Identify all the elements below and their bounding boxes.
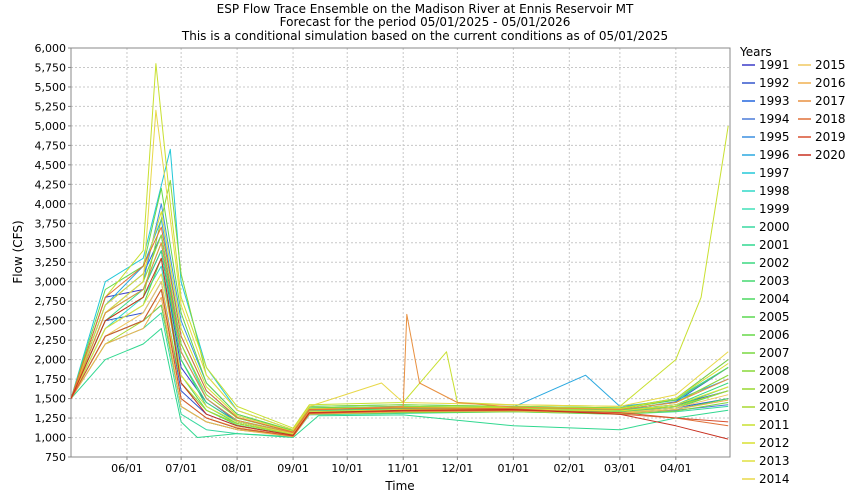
chart-subtitle: Forecast for the period 05/01/2025 - 05/… <box>280 15 571 29</box>
x-tick-label: 09/01 <box>277 462 309 475</box>
legend-label-2016: 2016 <box>815 76 846 90</box>
y-tick-label: 1,500 <box>35 393 67 406</box>
legend-label-2009: 2009 <box>759 382 790 396</box>
y-axis-label: Flow (CFS) <box>11 220 25 283</box>
legend-label-1994: 1994 <box>759 112 790 126</box>
legend-label-2014: 2014 <box>759 472 790 486</box>
y-tick-label: 2,500 <box>35 315 67 328</box>
series-line-2012 <box>70 211 729 432</box>
legend-label-2002: 2002 <box>759 256 790 270</box>
series-lines <box>70 63 729 440</box>
y-tick-label: 5,000 <box>35 120 67 133</box>
legend-label-2017: 2017 <box>815 94 846 108</box>
y-tick-label: 750 <box>45 451 66 464</box>
x-tick-label: 01/01 <box>497 462 529 475</box>
legend-label-2004: 2004 <box>759 292 790 306</box>
x-tick-label: 06/01 <box>111 462 143 475</box>
x-axis-label: Time <box>384 479 414 493</box>
legend-label-2001: 2001 <box>759 238 790 252</box>
series-line-2013 <box>70 273 729 435</box>
y-tick-label: 3,750 <box>35 217 67 230</box>
legend-label-2020: 2020 <box>815 148 846 162</box>
series-line-2001 <box>70 328 729 438</box>
legend-label-2000: 2000 <box>759 220 790 234</box>
series-line-2019 <box>70 289 729 437</box>
y-tick-label: 6,000 <box>35 42 67 55</box>
x-tick-label: 12/01 <box>442 462 474 475</box>
y-axis-ticks: 750 1,000 1,250 1,500 1,750 2,000 2,250 2,500 2,… <box>35 42 71 464</box>
y-tick-label: 3,000 <box>35 276 67 289</box>
y-tick-label: 4,000 <box>35 198 67 211</box>
y-tick-label: 3,250 <box>35 256 67 269</box>
y-tick-label: 3,500 <box>35 237 67 250</box>
y-tick-label: 2,750 <box>35 295 67 308</box>
x-tick-label: 07/01 <box>165 462 197 475</box>
series-line-2011 <box>70 63 729 429</box>
legend-label-2015: 2015 <box>815 58 846 72</box>
legend-label-1992: 1992 <box>759 76 790 90</box>
y-tick-label: 1,750 <box>35 373 67 386</box>
legend-label-1997: 1997 <box>759 166 790 180</box>
y-tick-label: 5,750 <box>35 61 67 74</box>
y-tick-label: 1,000 <box>35 432 67 445</box>
legend-label-2008: 2008 <box>759 364 790 378</box>
series-line-2020 <box>70 257 729 440</box>
legend-label-2010: 2010 <box>759 400 790 414</box>
x-tick-label: 08/01 <box>221 462 253 475</box>
y-tick-label: 2,250 <box>35 334 67 347</box>
x-tick-label: 11/01 <box>387 462 419 475</box>
chart-subtitle-2: This is a conditional simulation based o… <box>181 29 668 43</box>
x-tick-label: 03/01 <box>604 462 636 475</box>
y-tick-label: 5,250 <box>35 100 67 113</box>
legend-title: Years <box>739 45 772 59</box>
y-tick-label: 4,750 <box>35 139 67 152</box>
y-tick-label: 2,000 <box>35 354 67 367</box>
legend-label-2012: 2012 <box>759 436 790 450</box>
legend-label-1998: 1998 <box>759 184 790 198</box>
legend-label-1991: 1991 <box>759 58 790 72</box>
x-tick-label: 02/01 <box>553 462 585 475</box>
y-tick-label: 1,250 <box>35 412 67 425</box>
series-line-2014 <box>70 109 729 431</box>
legend-label-2003: 2003 <box>759 274 790 288</box>
legend-label-2007: 2007 <box>759 346 790 360</box>
legend-label-2011: 2011 <box>759 418 790 432</box>
legend-label-1995: 1995 <box>759 130 790 144</box>
legend-label-1996: 1996 <box>759 148 790 162</box>
plot-area <box>70 47 731 458</box>
legend-label-2019: 2019 <box>815 130 846 144</box>
y-tick-label: 4,500 <box>35 159 67 172</box>
legend-label-2006: 2006 <box>759 328 790 342</box>
y-tick-label: 4,250 <box>35 178 67 191</box>
legend: 1991 1992 1993 1994 1995 1996 1997 1998 1999 2000… <box>742 58 846 486</box>
legend-label-2005: 2005 <box>759 310 790 324</box>
chart-title: ESP Flow Trace Ensemble on the Madison R… <box>217 2 634 16</box>
legend-label-1993: 1993 <box>759 94 790 108</box>
x-axis-ticks: 06/01 07/01 08/01 09/01 10/01 11/01 12/01 01/01… <box>111 457 692 475</box>
x-tick-label: 10/01 <box>331 462 363 475</box>
legend-label-2013: 2013 <box>759 454 790 468</box>
y-tick-label: 5,500 <box>35 81 67 94</box>
x-tick-label: 04/01 <box>660 462 692 475</box>
legend-label-1999: 1999 <box>759 202 790 216</box>
legend-label-2018: 2018 <box>815 112 846 126</box>
